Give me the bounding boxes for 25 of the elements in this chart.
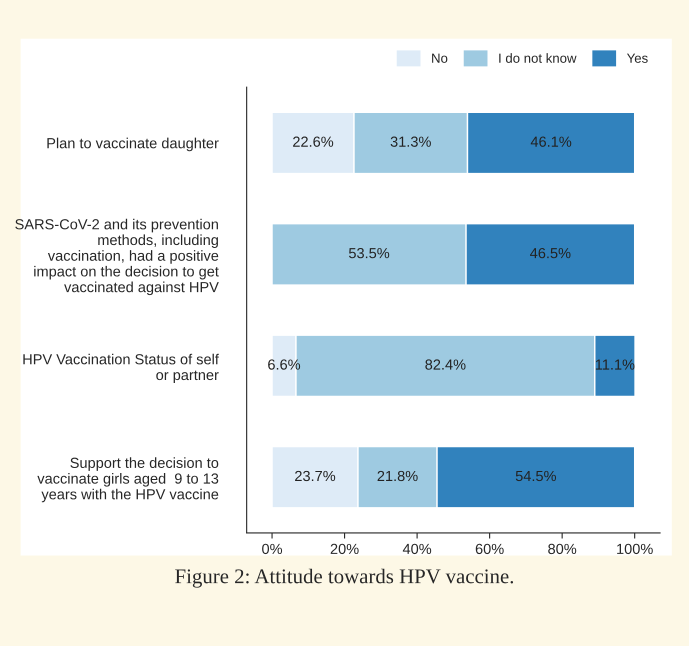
data-label: 31.3% (390, 136, 431, 147)
x-tick-label: 100% (617, 544, 653, 554)
data-label: 23.7% (295, 470, 336, 482)
x-tick-label: 60% (476, 544, 504, 554)
data-label: 22.6% (293, 136, 334, 147)
data-label: 82.4% (425, 359, 466, 370)
data-label: 21.8% (378, 470, 418, 482)
data-label: 46.1% (530, 136, 572, 147)
caption: Figure 2: Attitude towards HPV vaccine. (175, 568, 514, 588)
data-label: 54.5% (516, 470, 556, 482)
data-label: 6.6% (268, 359, 300, 370)
x-tick-label: 20% (330, 544, 359, 554)
y-tick-label: Support the decision to vaccinate girls aged 9 to 13 years with the HPV vaccine (37, 457, 218, 502)
x-tick-label: 0% (262, 544, 282, 554)
data-label: 53.5% (348, 248, 390, 258)
legend-label: Yes (626, 54, 648, 63)
legend-label: I do not know (499, 53, 577, 63)
data-label: 46.5% (530, 248, 571, 258)
x-tick-label: 80% (548, 544, 576, 554)
y-tick-label: SARS-CoV-2 and its prevention methods, including vaccination, had a positive impact on the decision to get vaccinated against HPV (15, 218, 219, 296)
y-tick-label: Plan to vaccinate daughter (47, 138, 219, 152)
data-label: 11.1% (596, 359, 635, 370)
x-tick-label: 40% (402, 544, 432, 554)
y-tick-label: HPV Vaccination Status of self or partner (23, 354, 219, 384)
legend-label: No (432, 54, 448, 63)
